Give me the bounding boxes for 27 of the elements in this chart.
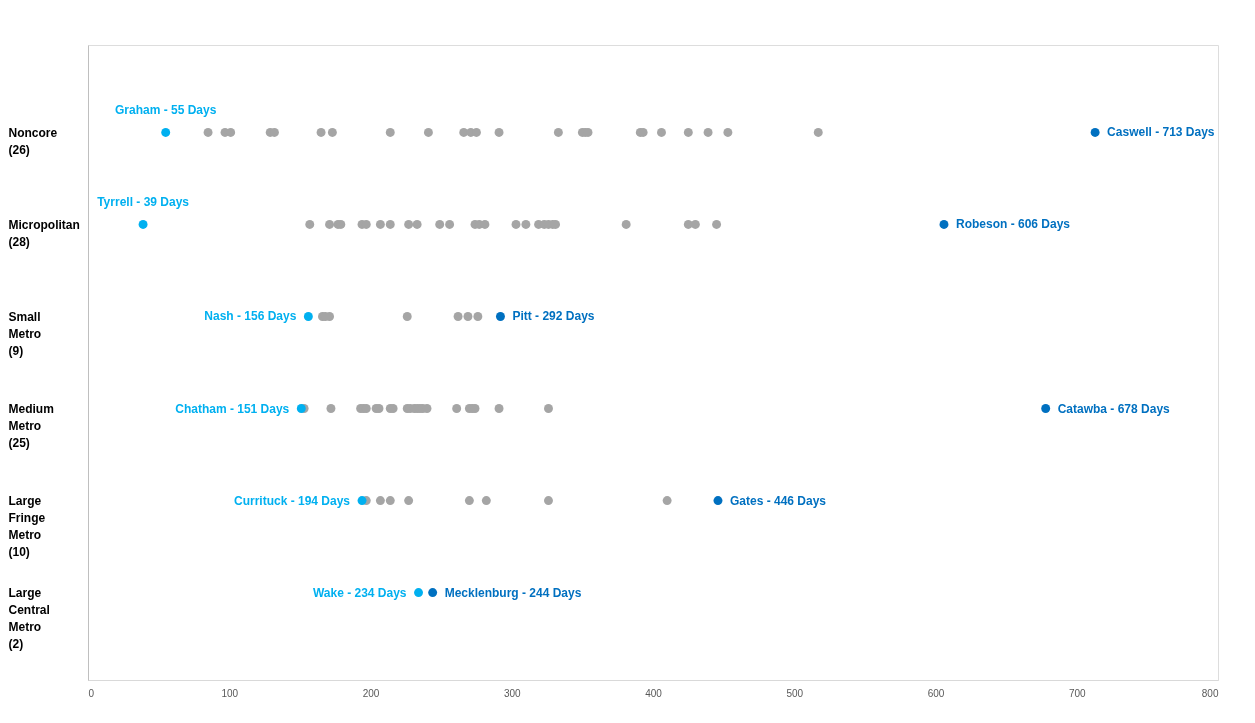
- annotation: Chatham - 151 Days: [175, 401, 290, 416]
- annotation: Mecklenburg - 244 Days: [444, 585, 582, 600]
- y-tick-label: Noncore (26): [8, 125, 58, 157]
- annotation: Graham - 55 Days: [114, 103, 217, 118]
- x-tick-label: 400: [645, 687, 663, 699]
- x-tick-label: 100: [221, 687, 239, 699]
- y-tick-label: Large Central Metro (2): [8, 586, 50, 652]
- annotation: Gates - 446 Days: [729, 493, 827, 508]
- x-tick-label: 200: [362, 687, 380, 699]
- x-tick-label: 0: [88, 687, 95, 699]
- y-tick-label: Large Fringe Metro (10): [8, 494, 46, 560]
- annotation: Currituck - 194 Days: [233, 493, 351, 508]
- annotation: Robeson - 606 Days: [955, 217, 1071, 232]
- x-tick-label: 600: [927, 687, 945, 699]
- y-tick-label: Micropolitan (28): [8, 217, 80, 249]
- x-tick-label: 500: [786, 687, 804, 699]
- annotation: Wake - 234 Days: [312, 585, 407, 600]
- annotation: Nash - 156 Days: [204, 309, 297, 324]
- annotation: Tyrrell - 39 Days: [97, 195, 190, 210]
- y-tick-label: Medium Metro (25): [8, 402, 54, 451]
- annotation: Catawba - 678 Days: [1057, 401, 1171, 416]
- annotation: Pitt - 292 Days: [512, 309, 595, 324]
- y-tick-label: Small Metro (9): [8, 309, 42, 358]
- x-tick-label: 800: [1201, 687, 1219, 699]
- x-tick-label: 300: [503, 687, 522, 699]
- annotation: Caswell - 713 Days: [1107, 125, 1215, 140]
- x-tick-label: 700: [1068, 687, 1087, 699]
